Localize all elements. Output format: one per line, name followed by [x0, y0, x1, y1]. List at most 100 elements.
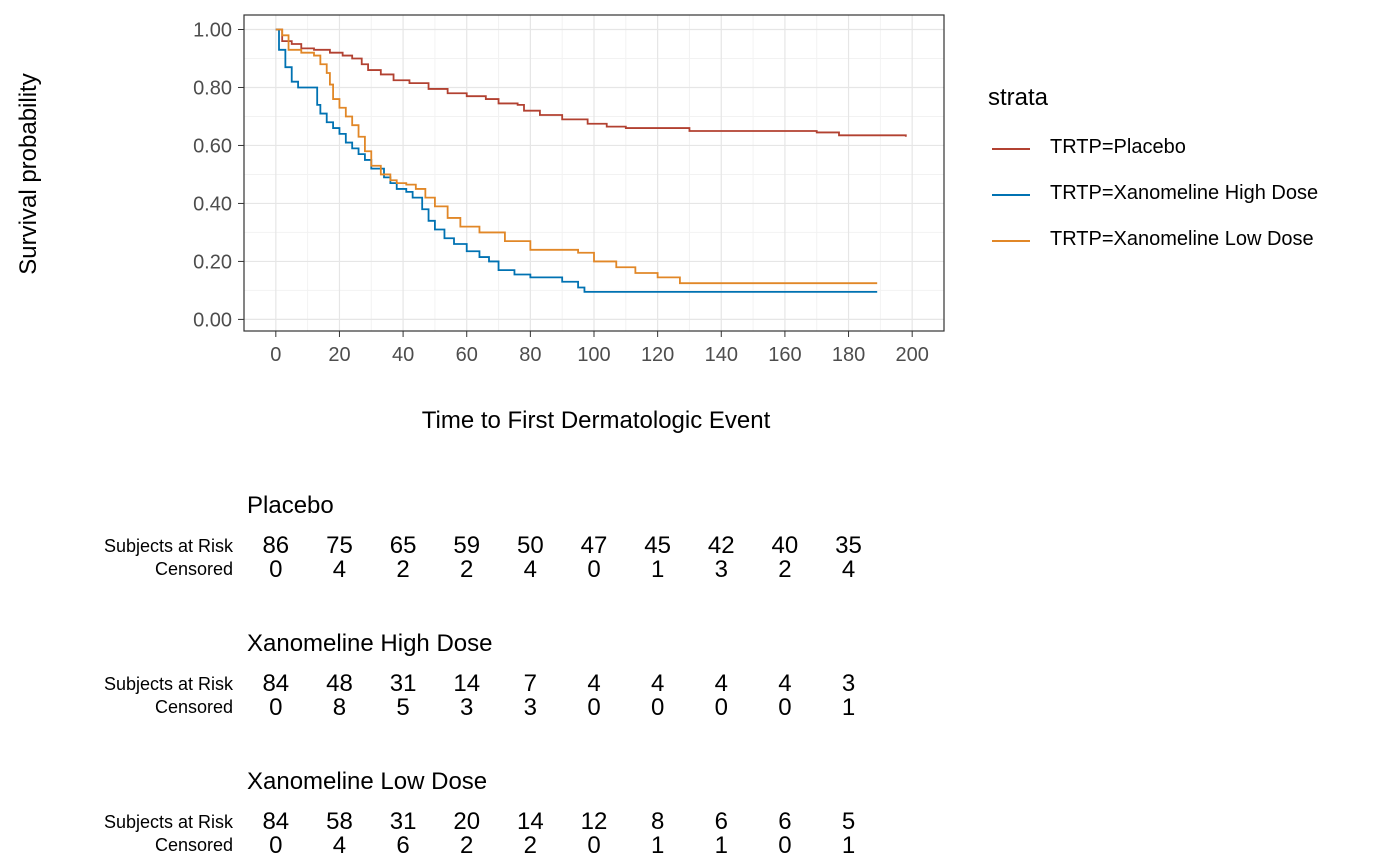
- risk-group-title: Xanomeline High Dose: [247, 630, 493, 657]
- legend-label-placebo: TRTP=Placebo: [1050, 136, 1186, 158]
- at-risk-value: 86: [262, 532, 290, 559]
- y-tick-label: 0.20: [193, 251, 232, 273]
- at-risk-value: 35: [835, 532, 862, 559]
- at-risk-row-label: Subjects at Risk: [103, 812, 233, 832]
- censored-value: 2: [460, 556, 474, 583]
- at-risk-value: 7: [523, 670, 538, 697]
- at-risk-value: 45: [644, 532, 671, 559]
- at-risk-value: 59: [453, 532, 481, 559]
- censored-value: 3: [523, 694, 538, 721]
- axis-ticks: 0 20 40 60 80 100 120 140 160 180 200 0.00 0.20 0.40 0…: [193, 19, 929, 366]
- censored-value: 1: [650, 556, 665, 583]
- x-tick-label: 180: [832, 344, 865, 366]
- at-risk-row-label: Subjects at Risk: [103, 674, 233, 694]
- censored-value: 3: [714, 556, 728, 583]
- y-tick-label: 0.80: [193, 77, 232, 99]
- at-risk-value: 84: [262, 670, 290, 697]
- risk-table-high-dose: Xanomeline High Dose Subjects at Risk Ce…: [0, 630, 1000, 730]
- survival-curve-series-1: [275, 28, 878, 293]
- y-tick-label: 0.40: [193, 193, 232, 215]
- at-risk-value: 4: [650, 670, 665, 697]
- grid-lines: [244, 15, 944, 331]
- at-risk-value: 3: [841, 670, 856, 697]
- censored-value: 1: [714, 832, 728, 859]
- at-risk-value: 14: [453, 670, 481, 697]
- risk-table-placebo: Placebo Subjects at Risk Censored 86 0 75 4…: [0, 492, 1000, 592]
- censored-value: 1: [841, 832, 856, 859]
- censored-value: 2: [460, 832, 474, 859]
- x-tick-label: 120: [641, 344, 674, 366]
- at-risk-value: 75: [326, 532, 353, 559]
- censored-value: 2: [396, 556, 410, 583]
- x-tick-label: 140: [705, 344, 738, 366]
- x-tick-label: 80: [519, 344, 541, 366]
- x-tick-label: 0: [270, 344, 281, 366]
- censored-value: 6: [396, 832, 410, 859]
- censored-value: 2: [778, 556, 792, 583]
- at-risk-row-label: Subjects at Risk: [103, 536, 233, 556]
- at-risk-value: 6: [714, 808, 728, 835]
- legend-item-high-dose: TRTP=Xanomeline High Dose: [988, 174, 1388, 220]
- censored-value: 4: [332, 556, 347, 583]
- at-risk-value: 48: [326, 670, 353, 697]
- censored-value: 2: [523, 832, 538, 859]
- censored-value: 0: [714, 694, 728, 721]
- legend-title: strata: [988, 84, 1049, 111]
- at-risk-value: 47: [580, 532, 608, 559]
- survival-curves: [275, 28, 907, 293]
- survival-curve-series-0: [275, 28, 907, 137]
- y-axis-title: Survival probability: [15, 73, 42, 274]
- legend-key-high-dose: [992, 194, 1030, 196]
- censored-row-label: Censored: [154, 559, 233, 579]
- censored-value: 0: [778, 832, 792, 859]
- at-risk-value: 58: [326, 808, 353, 835]
- legend-label-high-dose: TRTP=Xanomeline High Dose: [1050, 182, 1319, 204]
- censored-value: 0: [269, 556, 283, 583]
- x-tick-label: 40: [392, 344, 414, 366]
- at-risk-value: 5: [841, 808, 856, 835]
- censored-row-label: Censored: [154, 835, 233, 855]
- x-tick-label: 200: [895, 344, 928, 366]
- censored-value: 1: [841, 694, 856, 721]
- censored-value: 0: [650, 694, 665, 721]
- x-axis-title: Time to First Dermatologic Event: [422, 407, 771, 434]
- legend-item-low-dose: TRTP=Xanomeline Low Dose: [988, 220, 1388, 266]
- censored-row-label: Censored: [154, 697, 233, 717]
- censored-value: 1: [650, 832, 665, 859]
- censored-value: 0: [269, 832, 283, 859]
- censored-value: 8: [332, 694, 347, 721]
- censored-value: 0: [778, 694, 792, 721]
- risk-cells: 86 0 75 4 65 2 59 2 50 4 47 0 45 1 42 3 40 2 35 4: [0, 492, 1000, 592]
- at-risk-value: 50: [517, 532, 544, 559]
- censored-value: 4: [841, 556, 856, 583]
- at-risk-value: 84: [262, 808, 290, 835]
- survival-plot: 0 20 40 60 80 100 120 140 160 180 200 0.00 0.20 0.40 0…: [15, 14, 945, 434]
- risk-cells: 84 0 58 4 31 6 20 2 14 2 12 0 8 1 6 1 6 0 5 1: [0, 768, 1000, 868]
- at-risk-value: 4: [714, 670, 728, 697]
- risk-group-title: Placebo: [247, 492, 334, 519]
- at-risk-value: 40: [771, 532, 799, 559]
- survival-curve-series-2: [275, 28, 878, 285]
- x-tick-label: 20: [328, 344, 350, 366]
- x-tick-label: 160: [768, 344, 801, 366]
- x-tick-label: 100: [577, 344, 610, 366]
- censored-value: 3: [460, 694, 474, 721]
- at-risk-value: 14: [517, 808, 544, 835]
- censored-value: 5: [396, 694, 410, 721]
- censored-value: 0: [587, 832, 601, 859]
- at-risk-value: 31: [389, 670, 417, 697]
- legend-item-placebo: TRTP=Placebo: [988, 128, 1388, 174]
- at-risk-value: 31: [389, 808, 417, 835]
- y-tick-label: 0.00: [193, 309, 232, 331]
- legend: strata TRTP=Placebo TRTP=Xanomeline High…: [988, 84, 1388, 266]
- risk-table-low-dose: Xanomeline Low Dose Subjects at Risk Cen…: [0, 768, 1000, 868]
- x-tick-label: 60: [456, 344, 478, 366]
- at-risk-value: 6: [778, 808, 792, 835]
- at-risk-value: 20: [453, 808, 481, 835]
- censored-value: 0: [269, 694, 283, 721]
- legend-label-low-dose: TRTP=Xanomeline Low Dose: [1050, 228, 1314, 250]
- censored-value: 4: [523, 556, 538, 583]
- legend-key-placebo: [992, 148, 1030, 150]
- censored-value: 4: [332, 832, 347, 859]
